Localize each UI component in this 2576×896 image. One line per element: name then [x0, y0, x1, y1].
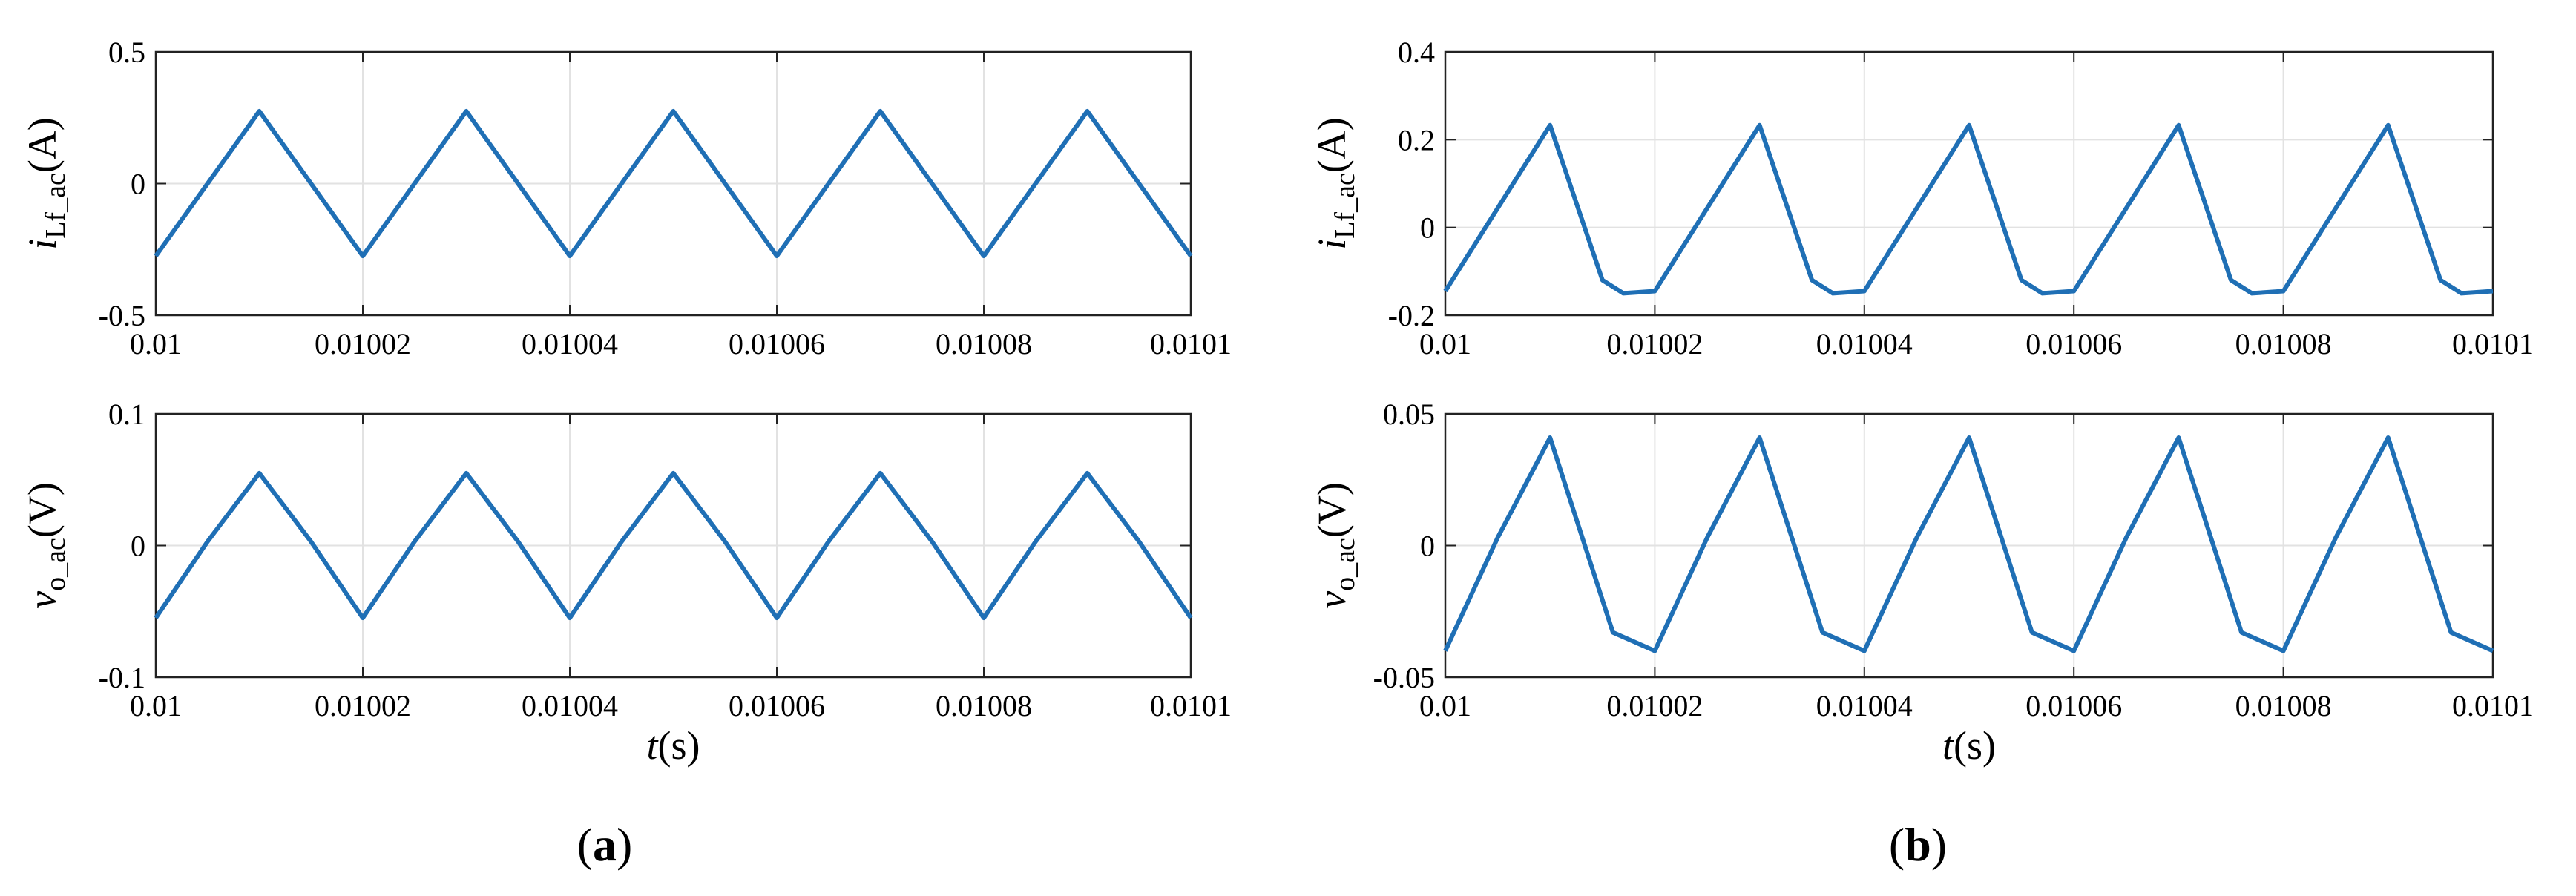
- x-tick-label: 0.01: [1419, 327, 1471, 360]
- series-line: [154, 470, 1193, 621]
- chart-3: 0.01 0.01002 0.01004 0.01006 0.01008 0.0101 -0…: [1310, 36, 2534, 360]
- y-axis-label: iLf_ac(A): [20, 117, 71, 250]
- y-tick-label: -0.5: [99, 299, 145, 332]
- y-tick-label: 0.05: [1383, 398, 1435, 431]
- series-line: [1443, 122, 2494, 296]
- x-axis-label: t(s): [1942, 723, 1996, 768]
- x-tick-label: 0.01004: [1816, 689, 1913, 722]
- x-tick-label: 0.0101: [2452, 689, 2534, 722]
- x-tick-label: 0.01006: [2025, 689, 2122, 722]
- y-tick-label: 0.4: [1398, 36, 1435, 69]
- x-tick-label: 0.01006: [729, 689, 825, 722]
- x-tick-label: 0.01002: [315, 689, 411, 722]
- x-tick-label: 0.01: [1419, 689, 1471, 722]
- y-axis-label: vo_ac(V): [20, 482, 71, 609]
- panel-label-b: (b): [1889, 818, 1947, 871]
- panel-label-b-letter: b: [1905, 818, 1931, 871]
- chart-4: 0.01 0.01002 0.01004 0.01006 0.01008 0.0101 -0…: [1310, 398, 2534, 768]
- y-tick-label: 0: [131, 530, 145, 563]
- x-tick-label: 0.0101: [1150, 689, 1232, 722]
- y-tick-label: -0.2: [1388, 299, 1435, 332]
- x-tick-label: 0.01002: [1606, 327, 1703, 360]
- x-tick-label: 0.01004: [522, 689, 618, 722]
- chart-1: 0.01 0.01002 0.01004 0.01006 0.01008 0.0101 -0…: [20, 36, 1232, 360]
- y-tick-label: 0: [1420, 530, 1435, 563]
- x-tick-label: 0.01008: [936, 327, 1032, 360]
- x-tick-label: 0.01: [130, 689, 182, 722]
- x-tick-label: 0.0101: [1150, 327, 1232, 360]
- chart-2: 0.01 0.01002 0.01004 0.01006 0.01008 0.0101 -0…: [20, 398, 1232, 768]
- axes-frame: [154, 50, 1192, 317]
- series-line: [154, 108, 1193, 259]
- y-tick-label: 0: [1420, 211, 1435, 245]
- axes-frame: [154, 412, 1192, 679]
- x-tick-label: 0.0101: [2452, 327, 2534, 360]
- y-tick-label: 0.5: [108, 36, 145, 69]
- y-tick-label: 0: [131, 168, 145, 201]
- x-tick-label: 0.01006: [2025, 327, 2122, 360]
- axes-frame: [1444, 50, 2494, 317]
- x-tick-label: 0.01006: [729, 327, 825, 360]
- panel-label-a-letter: a: [593, 818, 617, 871]
- y-axis-label: iLf_ac(A): [1310, 117, 1361, 250]
- axes-frame: [1444, 412, 2494, 679]
- x-tick-label: 0.01002: [1606, 689, 1703, 722]
- y-axis-label: vo_ac(V): [1310, 482, 1361, 609]
- y-tick-label: -0.1: [99, 661, 145, 694]
- x-tick-label: 0.01004: [522, 327, 618, 360]
- x-axis-label: t(s): [647, 723, 700, 768]
- y-tick-label: 0.2: [1398, 123, 1435, 157]
- y-tick-label: -0.05: [1373, 661, 1435, 694]
- x-tick-label: 0.01: [130, 327, 182, 360]
- x-tick-label: 0.01008: [2235, 327, 2332, 360]
- y-tick-label: 0.1: [108, 398, 145, 431]
- x-tick-label: 0.01008: [2235, 689, 2332, 722]
- panel-label-a: (a): [577, 818, 633, 871]
- series-line: [1443, 435, 2494, 653]
- x-tick-label: 0.01002: [315, 327, 411, 360]
- x-tick-label: 0.01004: [1816, 327, 1913, 360]
- x-tick-label: 0.01008: [936, 689, 1032, 722]
